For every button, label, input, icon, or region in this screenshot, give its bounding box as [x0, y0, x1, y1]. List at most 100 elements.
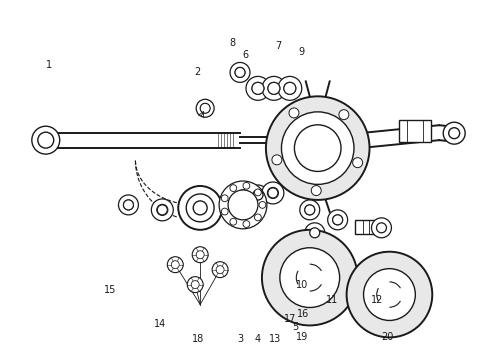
Circle shape [123, 200, 133, 210]
Circle shape [311, 186, 321, 195]
Circle shape [191, 280, 199, 289]
Bar [355, 220, 376, 234]
Circle shape [192, 247, 208, 263]
Circle shape [300, 200, 319, 220]
Circle shape [284, 82, 296, 94]
Circle shape [371, 218, 392, 238]
Circle shape [346, 252, 432, 337]
Text: 18: 18 [192, 334, 204, 345]
Text: 9: 9 [299, 48, 305, 58]
Circle shape [38, 132, 54, 148]
Text: 13: 13 [269, 334, 281, 345]
Text: 3: 3 [237, 334, 243, 345]
Circle shape [123, 200, 133, 210]
Circle shape [246, 76, 270, 100]
Circle shape [284, 82, 296, 94]
Circle shape [376, 223, 387, 233]
Circle shape [333, 215, 343, 225]
Circle shape [32, 126, 60, 154]
Circle shape [254, 214, 261, 221]
Circle shape [339, 110, 349, 120]
Circle shape [280, 248, 340, 307]
Circle shape [268, 188, 278, 198]
Circle shape [278, 76, 302, 100]
Circle shape [230, 185, 237, 192]
Circle shape [193, 201, 207, 215]
Circle shape [294, 125, 341, 171]
Circle shape [262, 182, 284, 204]
Circle shape [353, 158, 363, 168]
Circle shape [212, 262, 228, 278]
Circle shape [272, 155, 282, 165]
Circle shape [253, 190, 263, 200]
Circle shape [268, 188, 278, 198]
Circle shape [252, 82, 264, 94]
Circle shape [157, 205, 167, 215]
Circle shape [235, 67, 245, 77]
Circle shape [283, 270, 291, 278]
Text: 1: 1 [46, 60, 52, 71]
Text: 8: 8 [229, 37, 235, 48]
Text: 20: 20 [381, 332, 393, 342]
Text: 2: 2 [194, 67, 200, 77]
Circle shape [233, 185, 253, 205]
Circle shape [172, 261, 179, 269]
Circle shape [248, 185, 268, 205]
Circle shape [230, 218, 237, 225]
Circle shape [262, 76, 286, 100]
Text: 17: 17 [284, 314, 296, 324]
Circle shape [364, 269, 416, 320]
Circle shape [221, 208, 228, 215]
Circle shape [268, 82, 280, 94]
Text: 19: 19 [295, 332, 308, 342]
Circle shape [200, 103, 210, 113]
Circle shape [333, 215, 343, 225]
Circle shape [216, 266, 224, 274]
Circle shape [201, 104, 210, 113]
Circle shape [443, 122, 465, 144]
Text: 4: 4 [255, 334, 261, 345]
Circle shape [449, 128, 460, 139]
Circle shape [305, 205, 315, 215]
Circle shape [243, 183, 250, 189]
Circle shape [328, 210, 347, 230]
Text: 12: 12 [371, 294, 384, 305]
Text: 5: 5 [293, 323, 299, 332]
Circle shape [196, 99, 214, 117]
Circle shape [119, 195, 138, 215]
Text: 15: 15 [104, 284, 117, 294]
Circle shape [186, 194, 214, 222]
Circle shape [235, 67, 245, 77]
Circle shape [167, 257, 183, 273]
Circle shape [262, 230, 358, 325]
Circle shape [221, 195, 228, 202]
Circle shape [259, 202, 266, 208]
Text: 6: 6 [242, 50, 248, 60]
Bar [399, 120, 431, 142]
Circle shape [281, 112, 354, 184]
Circle shape [228, 190, 258, 220]
Circle shape [157, 204, 168, 215]
Circle shape [252, 82, 264, 94]
Circle shape [243, 221, 250, 228]
Circle shape [305, 205, 315, 215]
Text: 14: 14 [154, 319, 167, 329]
Circle shape [196, 251, 204, 259]
Text: 10: 10 [295, 280, 308, 289]
Circle shape [187, 276, 203, 293]
Circle shape [178, 186, 222, 230]
Circle shape [289, 108, 299, 118]
Circle shape [310, 228, 319, 238]
Text: 7: 7 [275, 41, 281, 50]
Circle shape [219, 181, 267, 229]
Text: 11: 11 [325, 294, 338, 305]
Circle shape [254, 189, 261, 196]
Bar [293, 130, 311, 152]
Circle shape [266, 96, 369, 200]
Circle shape [268, 82, 280, 94]
Circle shape [238, 190, 248, 200]
Circle shape [230, 62, 250, 82]
Circle shape [151, 199, 173, 221]
Text: 16: 16 [296, 310, 309, 319]
Circle shape [39, 133, 53, 147]
